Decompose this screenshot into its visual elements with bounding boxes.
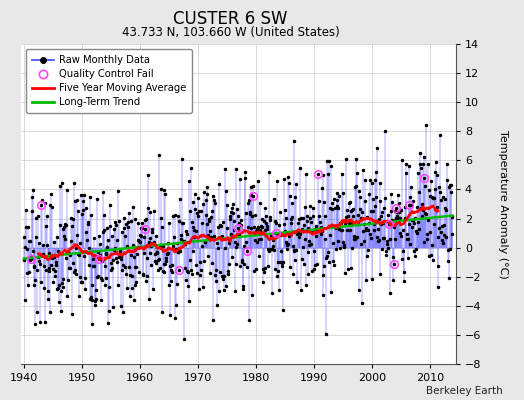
Text: 43.733 N, 103.660 W (United States): 43.733 N, 103.660 W (United States) [122,26,340,39]
Y-axis label: Temperature Anomaly (°C): Temperature Anomaly (°C) [498,130,508,278]
Legend: Raw Monthly Data, Quality Control Fail, Five Year Moving Average, Long-Term Tren: Raw Monthly Data, Quality Control Fail, … [26,49,192,113]
Text: CUSTER 6 SW: CUSTER 6 SW [173,10,288,28]
Text: Berkeley Earth: Berkeley Earth [427,386,503,396]
